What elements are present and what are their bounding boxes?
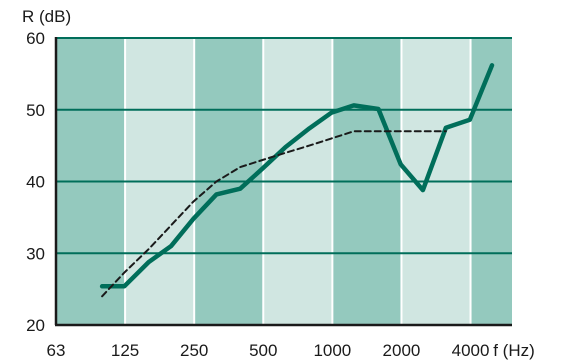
x-tick-label: 500 xyxy=(249,341,277,360)
x-tick-label: 4000 xyxy=(452,341,490,360)
x-tick-label: 2000 xyxy=(383,341,421,360)
y-tick-labels: 20 30 40 50 60 xyxy=(26,29,45,335)
measured-curve xyxy=(99,63,495,289)
x-tick-label: 1000 xyxy=(313,341,351,360)
gridlines xyxy=(56,37,512,325)
x-axis-label: f (Hz) xyxy=(493,341,535,360)
y-tick-label: 30 xyxy=(26,244,45,263)
axes xyxy=(54,37,512,327)
y-tick-label: 40 xyxy=(26,173,45,192)
x-tick-label: 125 xyxy=(111,341,139,360)
y-tick-label: 20 xyxy=(26,316,45,335)
reference-curve-dashed xyxy=(101,130,447,298)
y-axis-label: R (dB) xyxy=(22,7,71,26)
x-tick-label: 63 xyxy=(47,341,66,360)
x-tick-label: 250 xyxy=(180,341,208,360)
y-tick-label: 60 xyxy=(26,29,45,48)
series-lines xyxy=(99,63,495,298)
y-tick-label: 50 xyxy=(26,101,45,120)
x-tick-labels: 63 125 250 500 1000 2000 4000 xyxy=(47,341,490,360)
